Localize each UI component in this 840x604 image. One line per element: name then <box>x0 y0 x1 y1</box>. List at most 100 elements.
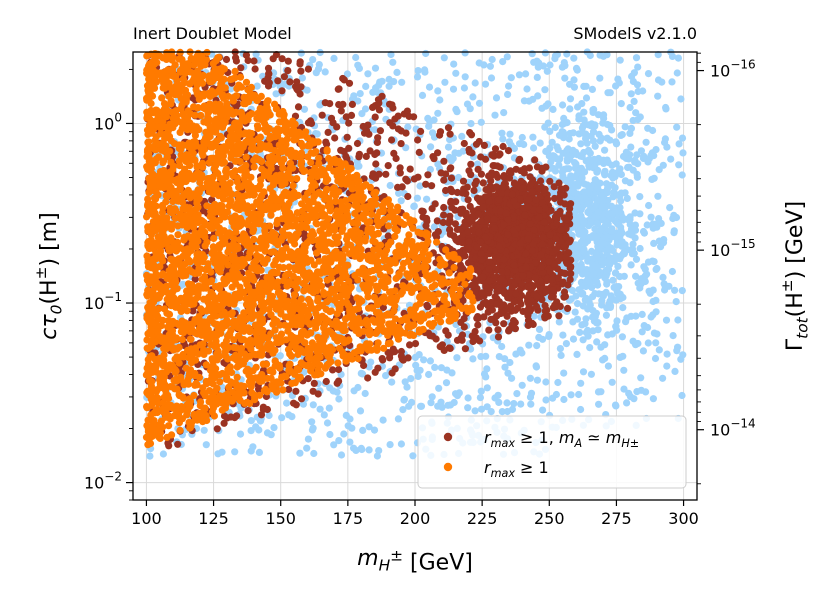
data-point-allowed <box>496 353 503 360</box>
data-point-allowed <box>595 401 602 408</box>
data-point-excluded_mass_degenerate <box>481 142 488 149</box>
data-point-allowed <box>619 131 626 138</box>
data-point-allowed <box>663 363 670 370</box>
data-point-excluded_mass_degenerate <box>481 244 488 251</box>
data-point-excluded_mass_degenerate <box>335 85 342 92</box>
data-point-allowed <box>590 270 597 277</box>
data-point-allowed <box>519 382 526 389</box>
data-point-allowed <box>617 227 624 234</box>
data-point-allowed <box>588 120 595 127</box>
data-point-excluded_mass_degenerate <box>374 134 381 141</box>
data-point-allowed <box>627 144 634 151</box>
data-point-allowed <box>668 78 675 85</box>
data-point-allowed <box>452 70 459 77</box>
data-point-allowed <box>415 67 422 74</box>
data-point-excluded_mass_degenerate <box>478 218 485 225</box>
data-point-excluded_mass_degenerate <box>525 203 532 210</box>
data-point-excluded_mass_degenerate <box>485 327 492 334</box>
data-point-allowed <box>535 334 542 341</box>
data-point-allowed <box>508 375 515 382</box>
data-point-allowed <box>605 363 612 370</box>
data-point-excluded_mass_degenerate <box>394 184 401 191</box>
data-point-allowed <box>558 352 565 359</box>
data-point-excluded_mass_degenerate <box>322 99 329 106</box>
data-point-allowed <box>566 135 573 142</box>
data-point-allowed <box>653 265 660 272</box>
data-point-allowed <box>395 415 402 422</box>
data-point-allowed <box>544 100 551 107</box>
data-point-allowed <box>609 277 616 284</box>
data-point-allowed <box>613 283 620 290</box>
data-point-allowed <box>653 308 660 315</box>
data-point-allowed <box>419 92 426 99</box>
data-point-excluded_mass_degenerate <box>274 77 281 84</box>
data-point-excluded_mass_degenerate <box>471 181 478 188</box>
data-point-allowed <box>568 391 575 398</box>
data-point-allowed <box>380 417 387 424</box>
data-point-allowed <box>354 384 361 391</box>
data-point-allowed <box>582 270 589 277</box>
data-point-allowed <box>663 317 670 324</box>
data-point-allowed <box>389 59 396 66</box>
data-point-allowed <box>613 327 620 334</box>
data-point-excluded_mass_degenerate <box>434 217 441 224</box>
data-point-excluded_mass_degenerate <box>550 286 557 293</box>
data-point-allowed <box>387 182 394 189</box>
data-point-allowed <box>639 311 646 318</box>
data-point-allowed <box>650 395 657 402</box>
data-point-allowed <box>587 52 594 59</box>
data-point-excluded_mass_degenerate <box>445 124 452 131</box>
data-point-allowed <box>677 95 684 102</box>
data-point-allowed <box>634 174 641 181</box>
data-point-excluded_mass_degenerate <box>541 313 548 320</box>
data-point-excluded_mass_degenerate <box>348 112 355 119</box>
data-point-excluded_mass_degenerate <box>284 67 291 74</box>
data-point-excluded_mass_degenerate <box>385 162 392 169</box>
data-point-excluded_mass_degenerate <box>551 302 558 309</box>
data-point-excluded_mass_degenerate <box>470 187 477 194</box>
data-point-allowed <box>679 149 686 156</box>
data-point-allowed <box>600 53 607 60</box>
data-point-allowed <box>644 158 651 165</box>
data-point-allowed <box>398 197 405 204</box>
data-point-allowed <box>482 81 489 88</box>
data-point-allowed <box>674 69 681 76</box>
data-point-allowed <box>593 254 600 261</box>
data-point-allowed <box>600 217 607 224</box>
data-point-allowed <box>673 124 680 131</box>
data-point-excluded_mass_degenerate <box>446 227 453 234</box>
data-point-excluded_mass_degenerate <box>466 149 473 156</box>
data-point-allowed <box>601 341 608 348</box>
data-point-excluded_mass_degenerate <box>452 220 459 227</box>
data-point-excluded_mass_degenerate <box>406 113 413 120</box>
data-point-excluded_mass_degenerate <box>469 338 476 345</box>
data-point-allowed <box>429 393 436 400</box>
data-point-allowed <box>591 225 598 232</box>
data-point-excluded_mass_degenerate <box>459 331 466 338</box>
data-point-allowed <box>628 261 635 268</box>
data-point-excluded_mass_degenerate <box>491 224 498 231</box>
data-point-allowed <box>596 75 603 82</box>
data-point-excluded_mass_degenerate <box>376 106 383 113</box>
data-point-excluded_mass_degenerate <box>462 345 469 352</box>
data-point-allowed <box>425 371 432 378</box>
data-point-excluded_mass_degenerate <box>245 57 252 64</box>
data-point-allowed <box>629 241 636 248</box>
data-point-allowed <box>521 97 528 104</box>
data-point-allowed <box>443 379 450 386</box>
data-point-allowed <box>539 407 546 414</box>
data-point-excluded_mass_degenerate <box>483 300 490 307</box>
data-point-excluded_mass_degenerate <box>546 231 553 238</box>
data-point-allowed <box>458 133 465 140</box>
data-point-allowed <box>264 429 271 436</box>
data-point-allowed <box>589 307 596 314</box>
data-point-excluded_mass_degenerate <box>345 120 352 127</box>
data-point-allowed <box>594 185 601 192</box>
data-point-allowed <box>566 105 573 112</box>
data-point-allowed <box>372 65 379 72</box>
data-point-allowed <box>454 392 461 399</box>
data-point-excluded_mass_degenerate <box>538 264 545 271</box>
data-point-excluded_mass_degenerate <box>533 293 540 300</box>
data-point-allowed <box>659 375 666 382</box>
data-point-excluded_mass_degenerate <box>372 160 379 167</box>
